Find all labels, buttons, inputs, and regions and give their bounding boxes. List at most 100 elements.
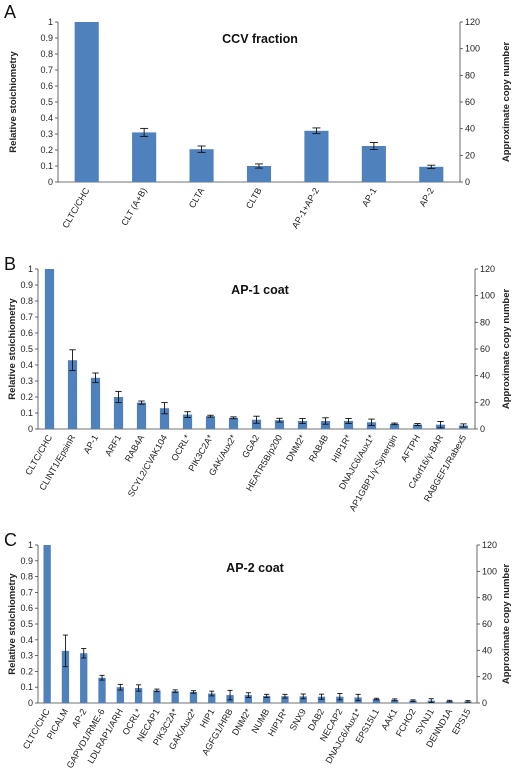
bar [208, 693, 216, 703]
panel-a: A 0 0.1 0.2 0.3 0.4 0.5 0.6 0.7 0.8 0.9 1 0 20 40 60 80 1… [4, 2, 512, 230]
y2-tick-label: 120 [465, 17, 480, 27]
y-tick-label: 0.3 [20, 651, 33, 661]
bar [343, 421, 354, 429]
panel-label: A [4, 2, 16, 22]
y-tick-label: 0.4 [40, 113, 53, 123]
y-tick-label: 0 [28, 424, 33, 434]
y2-tick-label: 0 [482, 698, 487, 708]
y2-tick-label: 120 [480, 264, 495, 274]
y-tick-label: 0.3 [40, 129, 53, 139]
y-tick-label: 0.4 [20, 360, 33, 370]
chart-title: CCV fraction [222, 32, 298, 46]
bar [116, 687, 124, 703]
y2-tick-label: 0 [465, 177, 470, 187]
x-tick-label: GGA2 [240, 433, 261, 460]
bar [274, 420, 285, 429]
y2-tick-label: 60 [482, 619, 492, 629]
bar [320, 421, 331, 429]
bar [44, 269, 55, 429]
y2-axis-label: Approximate copy number [501, 564, 512, 685]
bar [136, 402, 147, 429]
y2-axis-label: Approximate copy number [501, 42, 512, 163]
y-tick-label: 0.2 [20, 392, 33, 402]
y-tick-label: 0 [48, 177, 53, 187]
y-tick-label: 0.2 [20, 666, 33, 676]
panel-b: B 0 0.1 0.2 0.3 0.4 0.5 0.6 0.7 0.8 0.9 1 0 20 40 60 80 1… [4, 254, 512, 513]
x-tick-label: AP-1 [360, 186, 379, 208]
y-tick-label: 0.7 [40, 65, 53, 75]
bar [262, 695, 271, 703]
bar [391, 699, 399, 703]
bar [299, 696, 307, 703]
y-tick-label: 0.9 [20, 556, 33, 566]
bar [113, 397, 124, 429]
bar [297, 421, 308, 429]
panel-label: B [4, 254, 16, 274]
bar [43, 545, 51, 703]
y2-tick-label: 80 [482, 593, 492, 603]
y2-tick-label: 20 [480, 397, 490, 407]
x-tick-label: HIP1 [198, 707, 217, 729]
bar [205, 416, 216, 429]
y-tick-label: 0.9 [40, 33, 53, 43]
bar [281, 696, 289, 703]
bar [134, 687, 143, 703]
x-tick-label: EPS15 [450, 707, 473, 736]
bar [67, 360, 78, 429]
y-tick-label: 0.8 [40, 49, 53, 59]
y-axis-label: Relative stoichiometry [7, 573, 18, 675]
x-tick-label: CLT (A+B) [119, 186, 149, 227]
y2-tick-label: 20 [465, 150, 475, 160]
chart-title: AP-2 coat [226, 561, 284, 575]
y-tick-label: 0.4 [20, 635, 33, 645]
x-tick-label: RAB4A [123, 433, 146, 464]
y2-tick-label: 100 [480, 291, 495, 301]
x-tick-label: AP-1 [82, 433, 101, 455]
bar [246, 166, 272, 182]
bar [304, 130, 329, 182]
y2-tick-label: 120 [482, 540, 497, 550]
bar [412, 424, 423, 429]
bar [251, 419, 262, 429]
bar [361, 146, 386, 182]
y2-tick-label: 40 [482, 645, 492, 655]
x-tick-label: CLTA [187, 186, 206, 210]
bar [317, 696, 326, 703]
x-tick-label: SNX9 [288, 707, 308, 732]
y2-tick-label: 40 [480, 371, 490, 381]
y2-axis-label: Approximate copy number [501, 289, 512, 410]
x-tick-label: AP-1+AP-2 [290, 186, 321, 230]
x-tick-label: AFTPH [399, 433, 422, 464]
y-tick-label: 0.6 [40, 81, 53, 91]
y-tick-label: 0.1 [20, 682, 33, 692]
y-tick-label: 0.7 [20, 587, 33, 597]
bar [74, 22, 99, 182]
x-tick-label: DNM2* [230, 707, 253, 738]
bar [153, 690, 161, 703]
y-axis-label: Relative stoichiometry [7, 298, 18, 400]
y-tick-label: 1 [28, 264, 33, 274]
x-tick-label: AP-2 [417, 186, 436, 208]
x-tick-label: DNM2* [284, 433, 307, 464]
bar [419, 166, 444, 182]
y2-tick-label: 0 [480, 424, 485, 434]
chart-title: AP-1 coat [231, 283, 289, 297]
y-tick-label: 0.5 [20, 344, 33, 354]
y2-tick-label: 40 [465, 124, 475, 134]
y-tick-label: 0.5 [20, 619, 33, 629]
y2-tick-label: 80 [480, 317, 490, 327]
x-tick-label: CLTC/CHC [21, 707, 52, 751]
x-tick-label: CLTB [244, 186, 264, 210]
bar [189, 149, 214, 182]
y-tick-label: 0.1 [40, 161, 53, 171]
bar [80, 653, 88, 703]
bar [171, 691, 179, 703]
y-tick-label: 0.3 [20, 376, 33, 386]
y-tick-label: 0.6 [20, 603, 33, 613]
y-tick-label: 1 [28, 540, 33, 550]
x-tick-label: OCRL* [169, 433, 192, 463]
x-tick-label: RAB4B [307, 433, 330, 464]
y2-tick-label: 80 [465, 70, 475, 80]
bar [372, 699, 381, 703]
